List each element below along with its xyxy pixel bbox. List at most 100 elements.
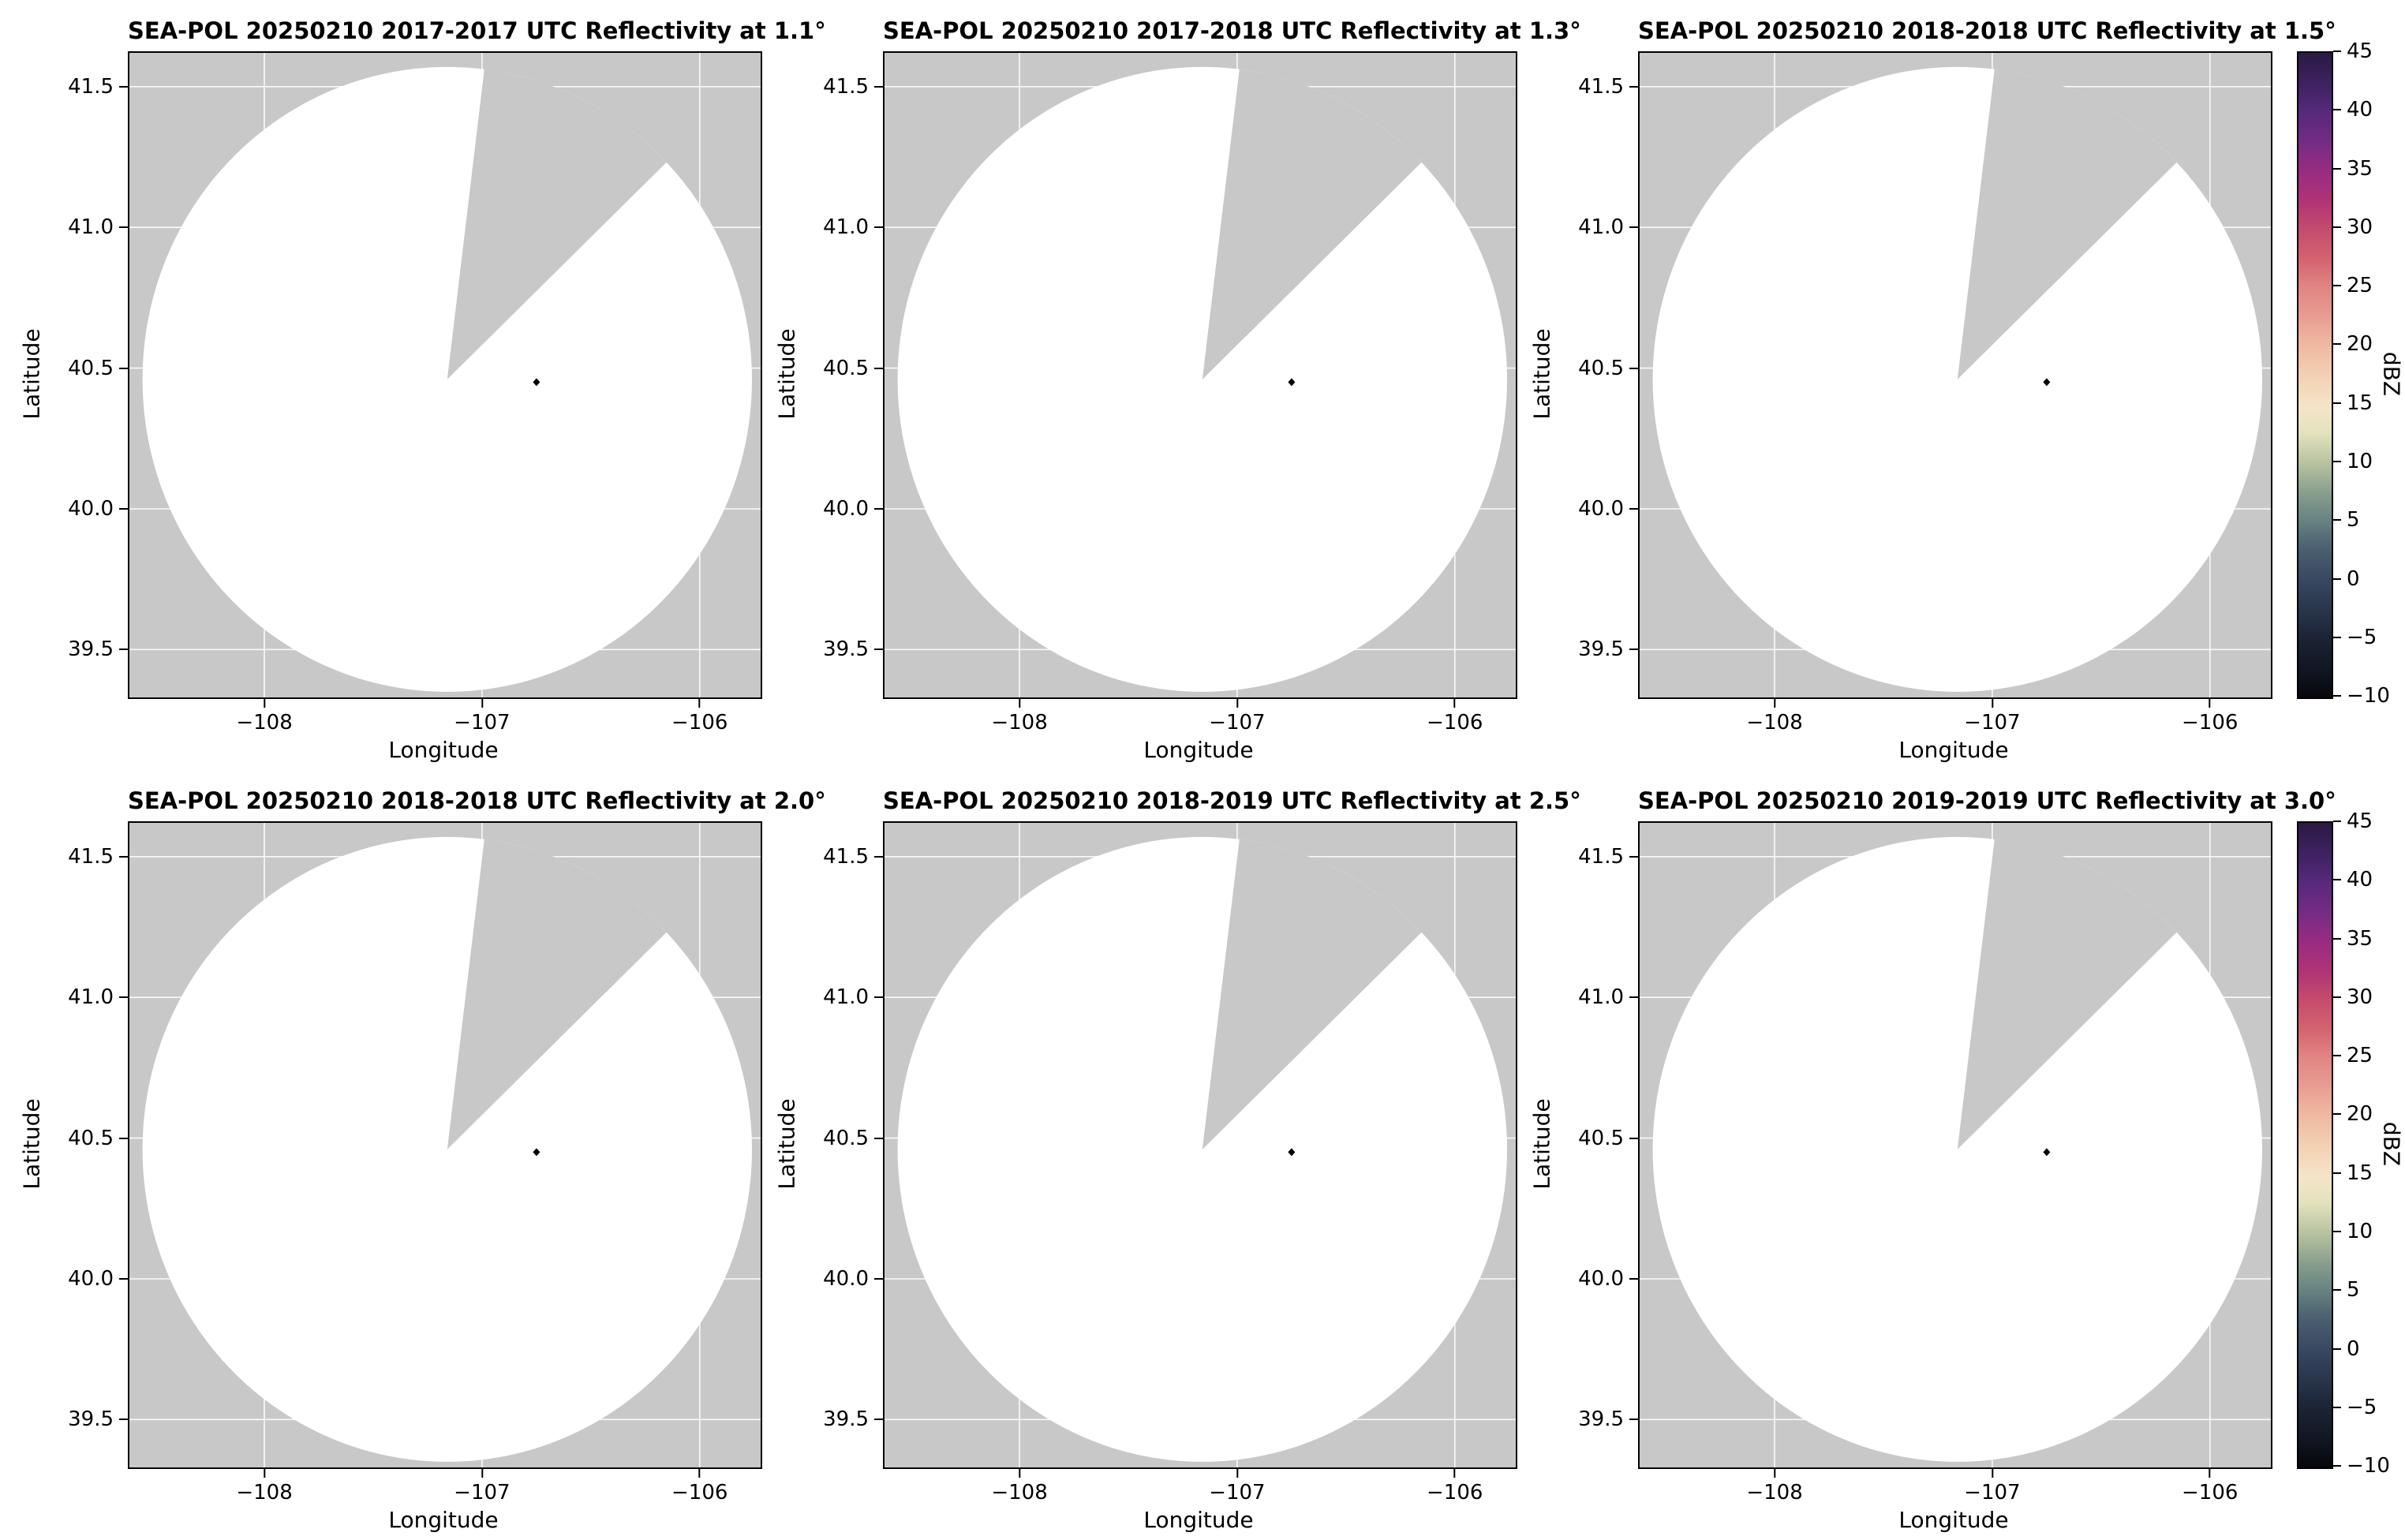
colorbar-tick-label: 35 [2347, 926, 2373, 951]
colorbar-tick: 0 [2333, 1337, 2360, 1361]
y-tick: 41.5 [823, 75, 883, 99]
colorbar-tick: 5 [2333, 1278, 2360, 1302]
colorbar-tick: −10 [2333, 684, 2390, 708]
plot-area: −108 −107 −106 39.5 40.0 40.5 41.0 41.5 [1578, 51, 2272, 734]
x-tick: −107 [1964, 699, 2021, 734]
y-tick: 41.5 [1578, 845, 1638, 869]
colorbar-tick: 15 [2333, 391, 2373, 415]
y-tick-mark [119, 367, 128, 369]
x-tick-label: −107 [1964, 711, 2021, 734]
colorbar-tick: 25 [2333, 274, 2373, 297]
y-tick-mark [119, 1137, 128, 1139]
colorbar-tick-label: 10 [2347, 449, 2373, 473]
colorbar-tick-mark [2333, 50, 2341, 52]
y-axis-label: Latitude [1528, 1098, 1555, 1190]
colorbar-tick: 35 [2333, 927, 2373, 951]
colorbar-tick: −10 [2333, 1454, 2390, 1478]
y-tick-mark [119, 226, 128, 229]
colorbar-tick-label: 20 [2347, 1102, 2373, 1127]
y-tick-mark [1629, 855, 1638, 858]
colorbar-column: 45 40 35 30 25 20 15 10 5 0 −5 −10 dBZ [2265, 0, 2405, 770]
y-tick-mark [874, 367, 883, 369]
x-tick-mark [1991, 699, 1993, 708]
x-tick-mark [481, 699, 483, 708]
x-tick-mark [1991, 1469, 1993, 1478]
x-axis-label: Longitude [1143, 1507, 1254, 1533]
x-tick: −107 [1209, 699, 1266, 734]
x-tick-label: −106 [1427, 711, 1483, 734]
y-tick-label: 40.0 [1578, 1266, 1624, 1291]
panel-title: SEA-POL 20250210 2019-2019 UTC Reflectiv… [1638, 787, 2336, 814]
x-tick: −108 [236, 1469, 293, 1504]
colorbar-tick-mark [2333, 1465, 2341, 1467]
colorbar-tick: 40 [2333, 868, 2373, 891]
y-axis-label: Latitude [18, 1098, 45, 1190]
colorbar-tick-mark [2333, 820, 2341, 822]
colorbar-tick-mark [2333, 695, 2341, 697]
y-tick-mark [119, 996, 128, 999]
colorbar-tick-label: −10 [2347, 1454, 2390, 1478]
echo-marker [2043, 1148, 2051, 1157]
x-axis-label: Longitude [1898, 737, 2009, 763]
y-tick-mark [119, 649, 128, 651]
y-tick-label: 40.5 [68, 356, 114, 380]
panel-row-1: SEA-POL 20250210 2017-2017 UTC Reflectiv… [19, 0, 2405, 770]
y-tick-mark [874, 85, 883, 88]
echo-marker [2043, 378, 2051, 387]
y-tick-label: 41.5 [823, 74, 869, 99]
x-tick-label: −107 [454, 711, 511, 734]
x-axis-label: Longitude [388, 1507, 499, 1533]
y-tick: 41.5 [68, 845, 128, 869]
y-tick-mark [874, 507, 883, 510]
x-tick-label: −107 [1964, 1481, 2021, 1504]
echo-marker [1288, 378, 1296, 387]
x-tick: −107 [1209, 1469, 1266, 1504]
y-tick-label: 41.5 [1578, 74, 1624, 99]
missing-sector-wedge [447, 839, 667, 1149]
x-tick-mark [481, 1469, 483, 1478]
x-tick: −107 [1964, 1469, 2021, 1504]
x-tick-label: −106 [1427, 1481, 1483, 1504]
y-tick-mark [119, 855, 128, 858]
colorbar-tick-mark [2333, 1289, 2341, 1291]
y-tick: 39.5 [823, 637, 883, 661]
y-tick-label: 40.5 [1578, 1126, 1624, 1150]
y-tick: 40.5 [68, 1127, 128, 1150]
x-tick-label: −108 [236, 1481, 293, 1504]
radar-ppi [885, 823, 1516, 1467]
y-tick: 41.5 [1578, 75, 1638, 99]
colorbar-tick: 0 [2333, 567, 2360, 591]
y-tick: 41.0 [68, 985, 128, 1009]
colorbar-tick: 20 [2333, 1102, 2373, 1126]
y-axis-label: Latitude [1528, 328, 1555, 420]
missing-sector-wedge [1957, 69, 2177, 379]
plot-area: −108 −107 −106 39.5 40.0 40.5 41.0 41.5 [68, 821, 762, 1504]
x-tick: −108 [236, 699, 293, 734]
y-tick: 40.0 [1578, 1267, 1638, 1291]
plot-area: −108 −107 −106 39.5 40.0 40.5 41.0 41.5 [823, 821, 1517, 1504]
y-tick-label: 41.0 [823, 215, 869, 240]
panel-6: SEA-POL 20250210 2019-2019 UTC Reflectiv… [1510, 770, 2336, 1540]
colorbar-tick-label: −5 [2347, 1395, 2377, 1419]
x-tick-mark [1453, 1469, 1456, 1478]
colorbar-axis-label: dBZ [2378, 351, 2405, 397]
x-tick-label: −108 [991, 711, 1048, 734]
x-tick: −106 [671, 1469, 727, 1504]
y-tick: 41.0 [823, 215, 883, 239]
y-tick-label: 39.5 [823, 637, 869, 662]
x-axis-label: Longitude [1143, 737, 1254, 763]
colorbar-tick-label: 45 [2347, 809, 2373, 833]
y-tick-label: 41.0 [823, 985, 869, 1010]
x-tick-mark [1453, 699, 1456, 708]
y-tick: 41.5 [823, 845, 883, 869]
y-tick-mark [874, 1419, 883, 1421]
colorbar-tick-label: 20 [2347, 332, 2373, 357]
x-tick: −108 [1746, 1469, 1803, 1504]
y-tick-mark [119, 1277, 128, 1280]
x-tick-mark [1019, 699, 1021, 708]
x-tick: −107 [454, 1469, 511, 1504]
x-tick-label: −107 [454, 1481, 511, 1504]
panel-title: SEA-POL 20250210 2017-2018 UTC Reflectiv… [883, 17, 1581, 44]
colorbar-tick-label: 0 [2347, 1336, 2360, 1361]
